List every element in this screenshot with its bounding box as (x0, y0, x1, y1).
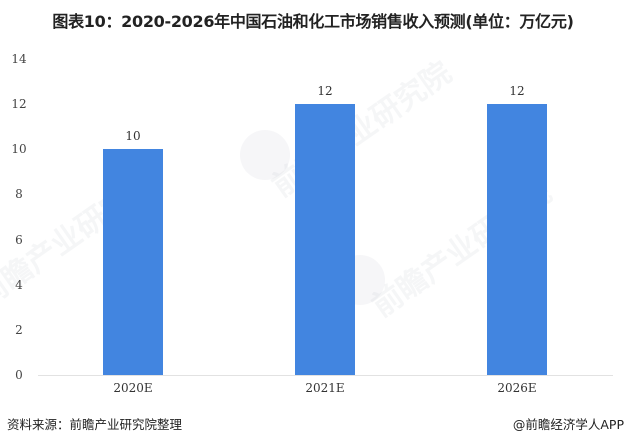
bar-2026E (487, 104, 547, 375)
bar-2020E (103, 149, 163, 375)
watermark-logo-icon (240, 130, 290, 180)
y-tick-label: 6 (15, 232, 23, 247)
y-tick-label: 8 (15, 187, 23, 202)
x-axis-line (38, 375, 613, 376)
y-tick-label: 4 (15, 277, 23, 292)
watermark: 前瞻产业研究院 (265, 55, 459, 205)
source-note: 资料来源：前瞻产业研究院整理 (7, 417, 183, 432)
credit-note: @前瞻经济学人APP (512, 417, 624, 432)
data-label: 10 (125, 129, 141, 144)
y-tick-label: 12 (11, 97, 27, 112)
y-tick-label: 10 (11, 142, 27, 157)
data-label: 12 (509, 84, 525, 99)
chart-title: 图表10：2020-2026年中国石油和化工市场销售收入预测(单位：万亿元) (52, 12, 574, 31)
data-label: 12 (317, 84, 333, 99)
y-tick-label: 0 (15, 368, 23, 382)
x-tick-label: 2020E (113, 381, 153, 395)
x-tick-label: 2026E (497, 381, 537, 395)
y-tick-label: 2 (15, 322, 23, 337)
y-tick-label: 14 (11, 52, 27, 66)
x-tick-label: 2021E (305, 381, 345, 395)
bar-2021E (295, 104, 355, 375)
